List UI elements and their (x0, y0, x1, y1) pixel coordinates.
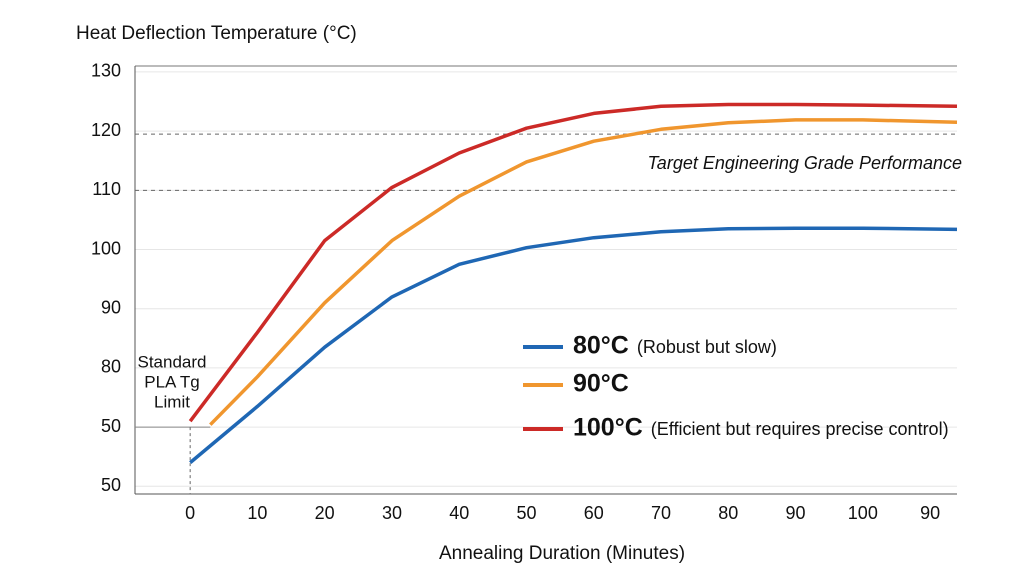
x-tick-label: 40 (449, 503, 469, 523)
x-tick-label: 90 (920, 503, 940, 523)
tg-limit-label: Limit (154, 392, 190, 411)
x-tick-label: 10 (247, 503, 267, 523)
y-tick-label: 100 (91, 238, 121, 258)
legend-label: 90°C (573, 370, 629, 398)
y-tick-label: 120 (91, 120, 121, 140)
x-tick-label: 60 (584, 503, 604, 523)
x-tick-label: 0 (185, 503, 195, 523)
x-tick-label: 30 (382, 503, 402, 523)
y-tick-label: 90 (101, 297, 121, 317)
y-tick-label: 110 (92, 179, 121, 199)
series-line (188, 102, 958, 423)
series-line (209, 118, 958, 426)
x-tick-label: 100 (848, 503, 878, 523)
x-tick-label: 90 (786, 503, 806, 523)
tg-limit-label: Standard (138, 352, 207, 371)
legend-label: 100°C (573, 414, 643, 442)
legend-note: (Efficient but requires precise control) (651, 419, 949, 439)
y-tick-label: 80 (101, 357, 121, 377)
x-tick-label: 80 (718, 503, 738, 523)
y-axis-title: Heat Deflection Temperature (°C) (76, 23, 357, 44)
legend-note: (Robust but slow) (637, 337, 777, 357)
x-axis-title: Annealing Duration (Minutes) (439, 543, 685, 564)
target-label: Target Engineering Grade Performance (647, 153, 962, 173)
series-line (189, 226, 958, 464)
x-tick-label: 20 (315, 503, 335, 523)
legend-label: 80°C (573, 332, 629, 360)
x-tick-label: 70 (651, 503, 671, 523)
tg-limit-label: PLA Tg (144, 372, 199, 391)
y-tick-label: 50 (101, 416, 121, 436)
y-tick-label: 50 (101, 475, 121, 495)
y-tick-label: 130 (91, 61, 121, 81)
x-tick-label: 50 (516, 503, 536, 523)
